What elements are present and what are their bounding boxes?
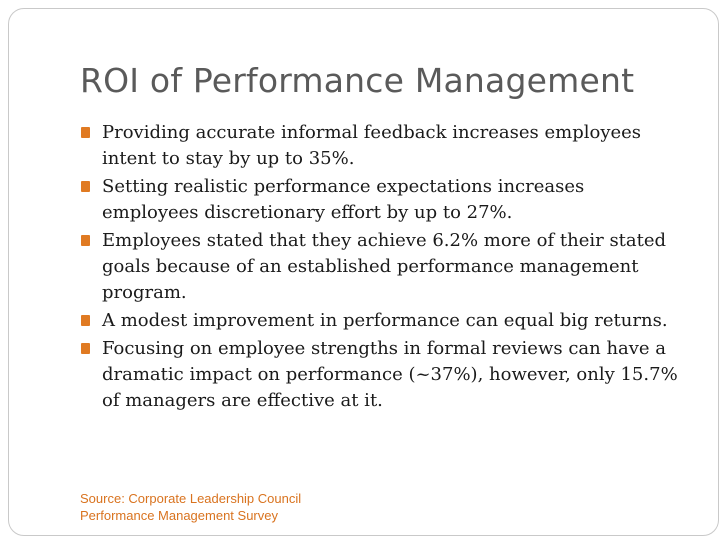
bullet-text: Employees stated that they achieve 6.2% … — [102, 230, 667, 303]
bullet-marker-icon — [81, 315, 90, 326]
bullet-marker-icon — [81, 343, 90, 354]
bullet-marker-icon — [81, 181, 90, 192]
bullet-item: Focusing on employee strengths in formal… — [80, 336, 680, 414]
bullet-item: Setting realistic performance expectatio… — [80, 174, 680, 226]
bullet-marker-icon — [81, 127, 90, 138]
bullet-item: Providing accurate informal feedback inc… — [80, 120, 680, 172]
bullet-text: Providing accurate informal feedback inc… — [102, 122, 642, 169]
bullet-text: Focusing on employee strengths in formal… — [102, 338, 678, 411]
bullet-text: Setting realistic performance expectatio… — [102, 176, 585, 223]
bullet-item: Employees stated that they achieve 6.2% … — [80, 228, 680, 306]
bullet-text: A modest improvement in performance can … — [102, 310, 668, 331]
source-citation: Source: Corporate Leadership Council Per… — [80, 490, 301, 524]
bullet-marker-icon — [81, 235, 90, 246]
source-line: Source: Corporate Leadership Council — [80, 491, 302, 506]
source-line: Performance Management Survey — [80, 508, 278, 523]
bullet-list: Providing accurate informal feedback inc… — [80, 120, 680, 416]
bullet-item: A modest improvement in performance can … — [80, 308, 680, 334]
slide-frame — [8, 8, 719, 536]
slide-title: ROI of Performance Management — [80, 61, 635, 100]
